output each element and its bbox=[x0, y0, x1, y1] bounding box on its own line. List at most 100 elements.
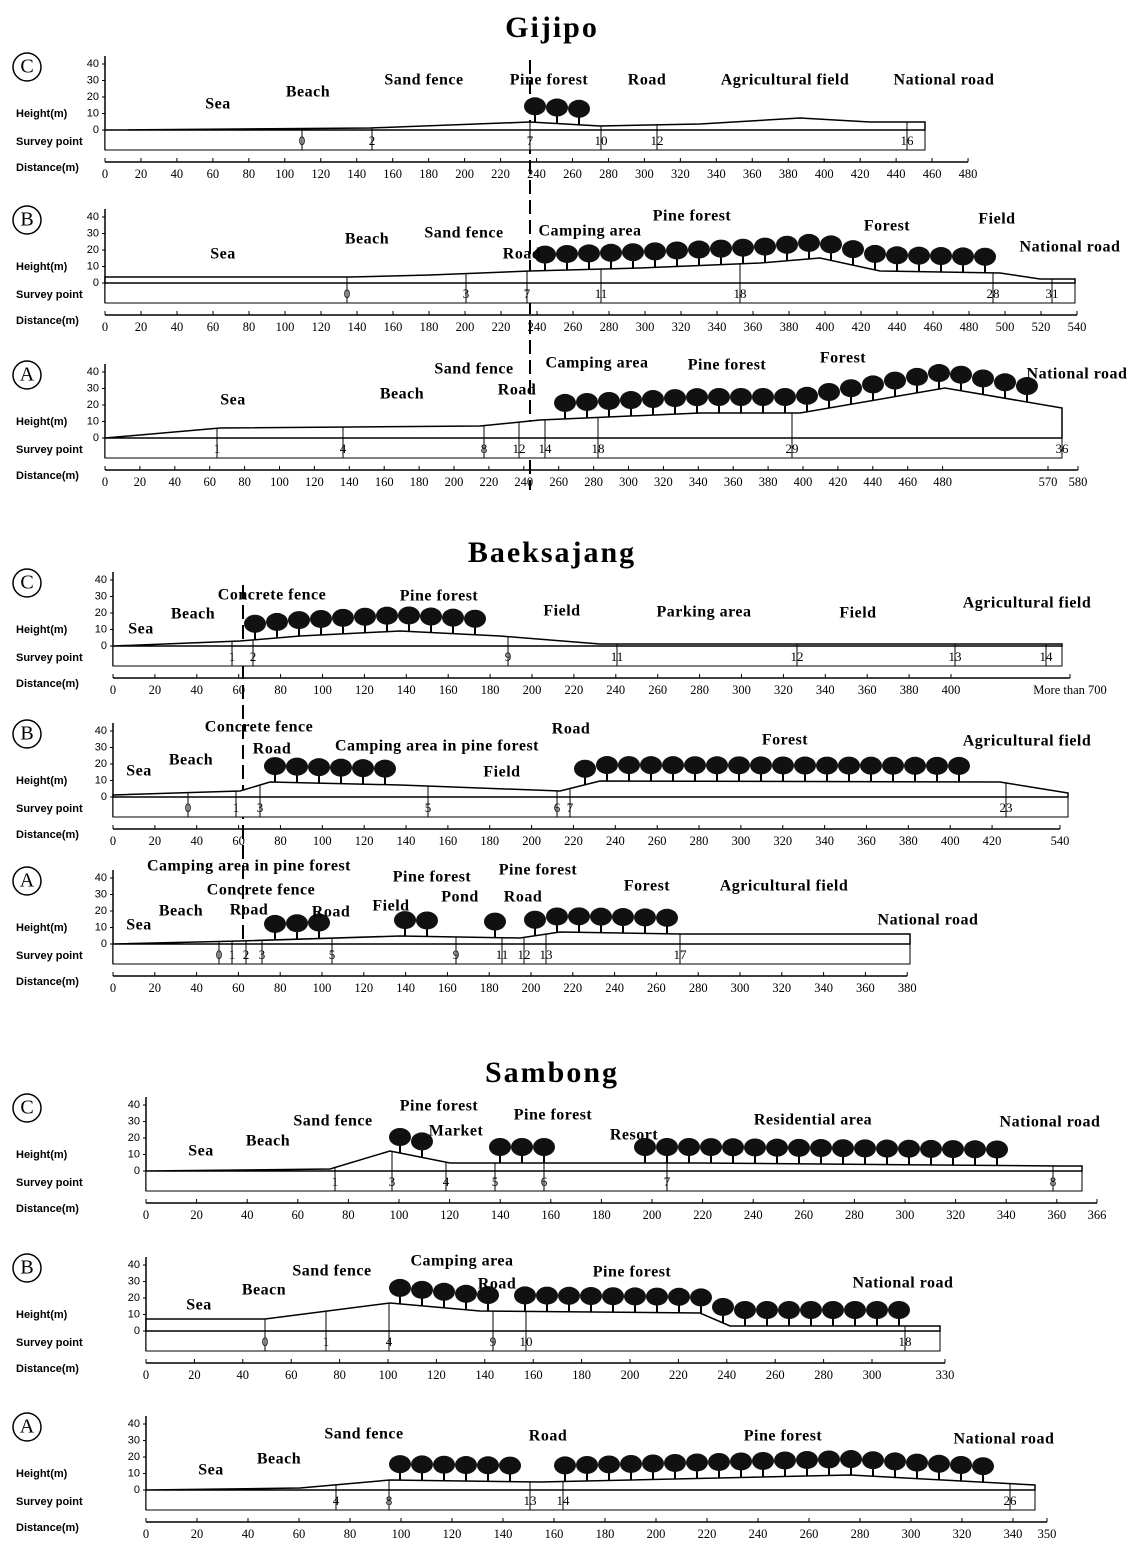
transect-label: B bbox=[20, 1257, 33, 1279]
tree bbox=[620, 391, 642, 409]
tree bbox=[266, 613, 288, 631]
distance-tick-label: 100 bbox=[270, 475, 289, 489]
distance-label: Distance(m) bbox=[16, 1363, 79, 1375]
tree bbox=[666, 241, 688, 259]
tree bbox=[972, 369, 994, 387]
tree bbox=[533, 1138, 555, 1156]
distance-tick-label: 100 bbox=[390, 1208, 409, 1222]
tree bbox=[433, 1456, 455, 1474]
distance-tick-label: 400 bbox=[942, 683, 961, 697]
survey-point: 1 bbox=[233, 800, 240, 815]
distance-tick-label: 140 bbox=[340, 475, 359, 489]
landmark-label: Parking area bbox=[656, 604, 751, 621]
survey-point: 4 bbox=[386, 1334, 393, 1349]
tree bbox=[578, 244, 600, 262]
tree bbox=[866, 1301, 888, 1319]
survey-point: 12 bbox=[651, 133, 664, 148]
landmark-label: Residential area bbox=[754, 1112, 872, 1129]
distance-tick-label: 480 bbox=[959, 167, 978, 181]
survey-point: 0 bbox=[299, 133, 306, 148]
tree bbox=[840, 1450, 862, 1468]
distance-tick-label: 260 bbox=[648, 683, 667, 697]
tree bbox=[264, 757, 286, 775]
distance-tick-label: 200 bbox=[522, 834, 541, 848]
landmark-label: Sea bbox=[205, 96, 231, 113]
tree bbox=[433, 1283, 455, 1301]
survey-point: 7 bbox=[524, 286, 531, 301]
distance-tick-label: 20 bbox=[191, 1527, 204, 1541]
tree bbox=[774, 1451, 796, 1469]
survey-point: 6 bbox=[541, 1174, 548, 1189]
survey-point: 11 bbox=[611, 649, 624, 664]
height-tick-label: 40 bbox=[128, 1418, 140, 1430]
distance-tick-label: 420 bbox=[851, 167, 870, 181]
tree bbox=[948, 757, 970, 775]
distance-tick-label: 140 bbox=[348, 320, 367, 334]
distance-tick-label: 100 bbox=[313, 981, 332, 995]
distance-label: Distance(m) bbox=[16, 470, 79, 482]
distance-tick-label: 40 bbox=[237, 1368, 250, 1382]
tree bbox=[752, 1452, 774, 1470]
landmark-label: Pine forest bbox=[400, 588, 479, 605]
tree bbox=[732, 239, 754, 257]
landmark-label: Market bbox=[429, 1123, 484, 1140]
survey-point: 8 bbox=[481, 441, 488, 456]
height-tick-label: 30 bbox=[95, 741, 107, 753]
distance-tick-label: 40 bbox=[191, 683, 204, 697]
tree bbox=[974, 248, 996, 266]
height-tick-label: 20 bbox=[128, 1451, 140, 1463]
distance-tick-label: 400 bbox=[941, 834, 960, 848]
height-tick-label: 40 bbox=[95, 725, 107, 737]
tree bbox=[455, 1456, 477, 1474]
distance-tick-label: 360 bbox=[857, 834, 876, 848]
tree bbox=[928, 364, 950, 382]
distance-tick-label: 240 bbox=[606, 683, 625, 697]
survey-point: 4 bbox=[333, 1493, 340, 1508]
landmark-label: Camping area bbox=[538, 223, 641, 240]
landmark-label: National road bbox=[954, 1431, 1055, 1448]
distance-tick-label: More than 700 bbox=[1033, 683, 1107, 697]
survey-point: 12 bbox=[791, 649, 804, 664]
survey-point: 3 bbox=[389, 1174, 396, 1189]
tree bbox=[730, 388, 752, 406]
tree bbox=[818, 383, 840, 401]
landmark-label: Camping area in pine forest bbox=[335, 738, 539, 755]
distance-tick-label: 300 bbox=[902, 1527, 921, 1541]
survey-point: 18 bbox=[592, 441, 605, 456]
tree bbox=[546, 99, 568, 117]
tree bbox=[656, 909, 678, 927]
tree bbox=[840, 379, 862, 397]
distance-tick-label: 140 bbox=[397, 834, 416, 848]
distance-tick-label: 260 bbox=[794, 1208, 813, 1222]
landmark-label: Road bbox=[230, 902, 268, 919]
distance-tick-label: 260 bbox=[648, 834, 667, 848]
tree bbox=[642, 390, 664, 408]
distance-tick-label: 0 bbox=[110, 981, 116, 995]
tree bbox=[854, 1139, 876, 1157]
landmark-label: Pine forest bbox=[499, 862, 578, 879]
distance-label: Distance(m) bbox=[16, 315, 79, 327]
landmark-label: Sea bbox=[198, 1462, 224, 1479]
tree bbox=[778, 1301, 800, 1319]
landmark-label: Beach bbox=[380, 386, 424, 403]
distance-tick-label: 400 bbox=[815, 167, 834, 181]
distance-tick-label: 100 bbox=[379, 1368, 398, 1382]
height-tick-label: 0 bbox=[134, 1165, 140, 1177]
distance-tick-label: 440 bbox=[887, 167, 906, 181]
tree bbox=[876, 1140, 898, 1158]
survey-point: 4 bbox=[443, 1174, 450, 1189]
tree bbox=[822, 1301, 844, 1319]
distance-tick-label: 300 bbox=[732, 834, 751, 848]
distance-tick-label: 320 bbox=[654, 475, 673, 489]
survey-point: 36 bbox=[1056, 441, 1070, 456]
survey-label: Survey point bbox=[16, 1496, 83, 1508]
distance-tick-label: 80 bbox=[342, 1208, 355, 1222]
terrain bbox=[113, 932, 910, 944]
distance-tick-label: 360 bbox=[858, 683, 877, 697]
distance-tick-label: 340 bbox=[814, 981, 833, 995]
survey-point: 14 bbox=[539, 441, 553, 456]
survey-point: 14 bbox=[557, 1493, 571, 1508]
distance-tick-label: 0 bbox=[110, 683, 116, 697]
tree bbox=[558, 1287, 580, 1305]
tree bbox=[772, 756, 794, 774]
